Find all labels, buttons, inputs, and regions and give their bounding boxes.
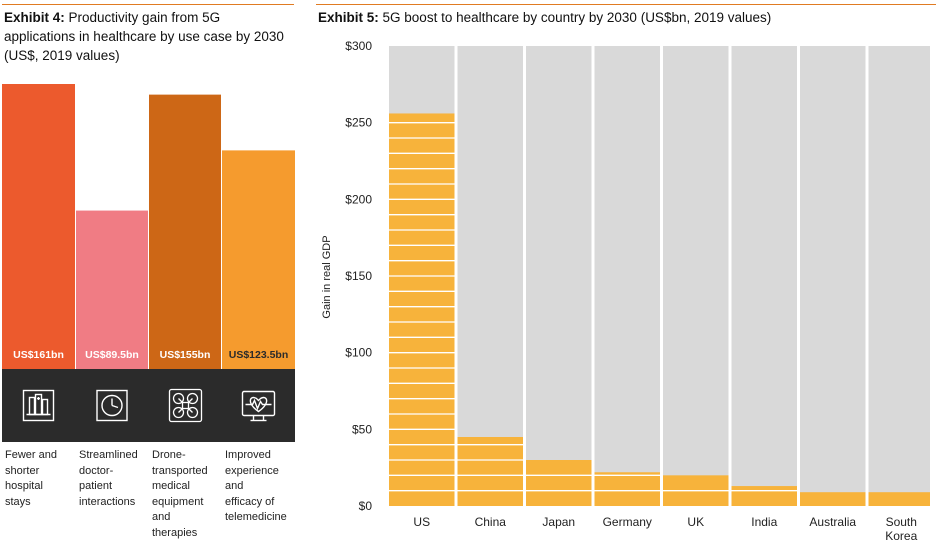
exhibit5-title: Exhibit 5: 5G boost to healthcare by cou… — [318, 8, 928, 27]
clock-icon — [96, 389, 128, 422]
exhibit4-bar-1 — [76, 210, 148, 369]
exhibit5-x-tick-label-4: UK — [687, 515, 704, 529]
exhibit5-title-text: 5G boost to healthcare by country by 203… — [382, 10, 772, 25]
exhibit4-bar-0 — [2, 84, 75, 369]
exhibit5-bar-fill-7 — [868, 492, 930, 506]
exhibit5-bar-5 — [731, 486, 797, 506]
drone-icon — [168, 388, 203, 423]
exhibit5-bars — [389, 113, 930, 506]
exhibit5-y-tick-label-1: $50 — [352, 422, 372, 436]
exhibit5-bar-fill-0 — [389, 113, 455, 506]
exhibit5-x-tick-label-7: Korea — [885, 529, 917, 543]
hospital-building-icon — [22, 389, 55, 422]
exhibit5-x-tick-label-0: US — [413, 515, 430, 529]
exhibit5-top-rule — [316, 4, 936, 5]
exhibit5-bar-1 — [457, 437, 523, 506]
exhibit5-x-tick-label-5: India — [751, 515, 777, 529]
exhibit5-bar-fill-1 — [457, 437, 523, 506]
exhibit4-bar-3 — [222, 150, 295, 369]
exhibit5-bar-fill-5 — [731, 486, 797, 506]
exhibit4-category-label-1: Streamlined doctor-patient interactions — [79, 448, 149, 510]
exhibit4-category-label-line: hospital — [5, 480, 43, 492]
exhibit4-category-label-line: Drone- — [152, 449, 186, 461]
exhibit5-y-tick-label-6: $300 — [345, 39, 372, 53]
exhibit4-top-rule — [2, 4, 294, 5]
exhibit4-bars — [2, 84, 295, 369]
exhibit5-bar-fill-3 — [594, 472, 660, 506]
exhibit5-chart: Gain in real GDP $0 $50 $100 $150 $200 $250 $3… — [321, 39, 930, 543]
exhibit4-data-label-1: US$89.5bn — [85, 349, 139, 361]
exhibit4-category-label-line: Improved — [225, 449, 271, 461]
exhibit4-icon-band — [2, 369, 295, 442]
exhibit4-category-label-line: doctor- — [79, 464, 114, 477]
exhibit4-data-label-0: US$161bn — [13, 349, 64, 361]
exhibit4-category-label-line: experience — [225, 464, 279, 477]
exhibit5-y-tick-label-5: $250 — [345, 116, 372, 130]
exhibit5-y-tick-label-4: $200 — [345, 192, 372, 206]
exhibit4-category-label-line: patient — [79, 480, 113, 492]
exhibit5-x-tick-label-2: Japan — [542, 515, 575, 529]
exhibit5-bar-7 — [868, 492, 930, 506]
exhibit5-background-column-6 — [800, 46, 866, 506]
exhibit5-bar-2 — [526, 460, 592, 506]
exhibit5-background-column-5 — [731, 46, 797, 506]
exhibit5-background-column-1 — [457, 46, 523, 506]
exhibit4-data-labels: US$161bn US$89.5bn US$155bn US$123.5bn — [13, 349, 288, 361]
exhibit5-y-axis-ticks: $0 $50 $100 $150 $200 $250 $300 — [345, 39, 372, 513]
exhibit5-x-tick-label-6: Australia — [809, 515, 856, 529]
exhibit5-bar-0 — [389, 113, 455, 506]
exhibit4-category-label-line: Fewer and — [5, 449, 57, 461]
exhibit4-chart: US$161bn US$89.5bn US$155bn US$123.5bn — [2, 84, 295, 442]
exhibit5-x-tick-label-3: Germany — [603, 515, 652, 529]
exhibit4-category-label-3: Improved experience and efficacy of telemedi… — [225, 448, 296, 526]
exhibit4-category-label-line: interactions — [79, 495, 136, 508]
exhibit5-y-tick-label-0: $0 — [359, 499, 373, 513]
exhibit4-category-label-line: telemedicine — [225, 511, 287, 523]
exhibit5-x-tick-label-1: China — [475, 515, 507, 529]
exhibit5-x-axis-ticks: US China Japan Germany UK India Australia South… — [413, 515, 917, 543]
exhibit5-title-prefix: Exhibit 5: — [318, 10, 379, 25]
exhibit4-title: Exhibit 4: Productivity gain from 5G app… — [4, 8, 294, 65]
exhibit5-background-column-3 — [594, 46, 660, 506]
exhibit4-category-label-line: shorter — [5, 464, 40, 477]
exhibit4-category-label-0: Fewer and shorter hospital stays — [5, 448, 76, 510]
exhibit5-y-tick-label-3: $150 — [345, 269, 372, 283]
exhibit5-background-column-7 — [868, 46, 930, 506]
exhibit5-bar-4 — [663, 475, 729, 506]
exhibit4-data-label-3: US$123.5bn — [229, 349, 289, 361]
exhibit4-title-prefix: Exhibit 4: — [4, 10, 65, 25]
exhibit4-category-label-line: efficacy of — [225, 495, 275, 508]
exhibit5-bar-fill-2 — [526, 460, 592, 506]
exhibit5-background-column-4 — [663, 46, 729, 506]
exhibit5-bar-3 — [594, 472, 660, 506]
exhibit5-bar-fill-6 — [800, 492, 866, 506]
exhibit4-category-label-line: and — [225, 480, 244, 492]
exhibit4-category-label-line: stays — [5, 495, 31, 508]
exhibit5-bar-6 — [800, 492, 866, 506]
exhibit4-category-label-line: equipment — [152, 495, 204, 508]
exhibit4-title-text: Productivity gain from 5G applications i… — [4, 10, 284, 63]
exhibit5-x-tick-label-7: South — [886, 515, 917, 529]
exhibit4-data-label-2: US$155bn — [160, 349, 211, 361]
exhibit4-bar-2 — [149, 94, 221, 369]
exhibit5-background-column-2 — [526, 46, 592, 506]
heartbeat-monitor-icon — [241, 390, 276, 422]
exhibit5-y-tick-label-2: $100 — [345, 346, 372, 360]
exhibit4-category-label-line: transported — [152, 464, 208, 477]
exhibit4-category-label-line: and — [152, 511, 171, 523]
exhibit4-category-label-line: medical — [152, 480, 190, 492]
exhibit4-category-label-line: Streamlined — [79, 449, 138, 461]
exhibit4-category-label-line: therapies — [152, 526, 198, 539]
exhibit5-y-axis-label: Gain in real GDP — [321, 235, 333, 318]
exhibit4-category-label-2: Drone-transported medical equipment and ther… — [152, 448, 222, 541]
